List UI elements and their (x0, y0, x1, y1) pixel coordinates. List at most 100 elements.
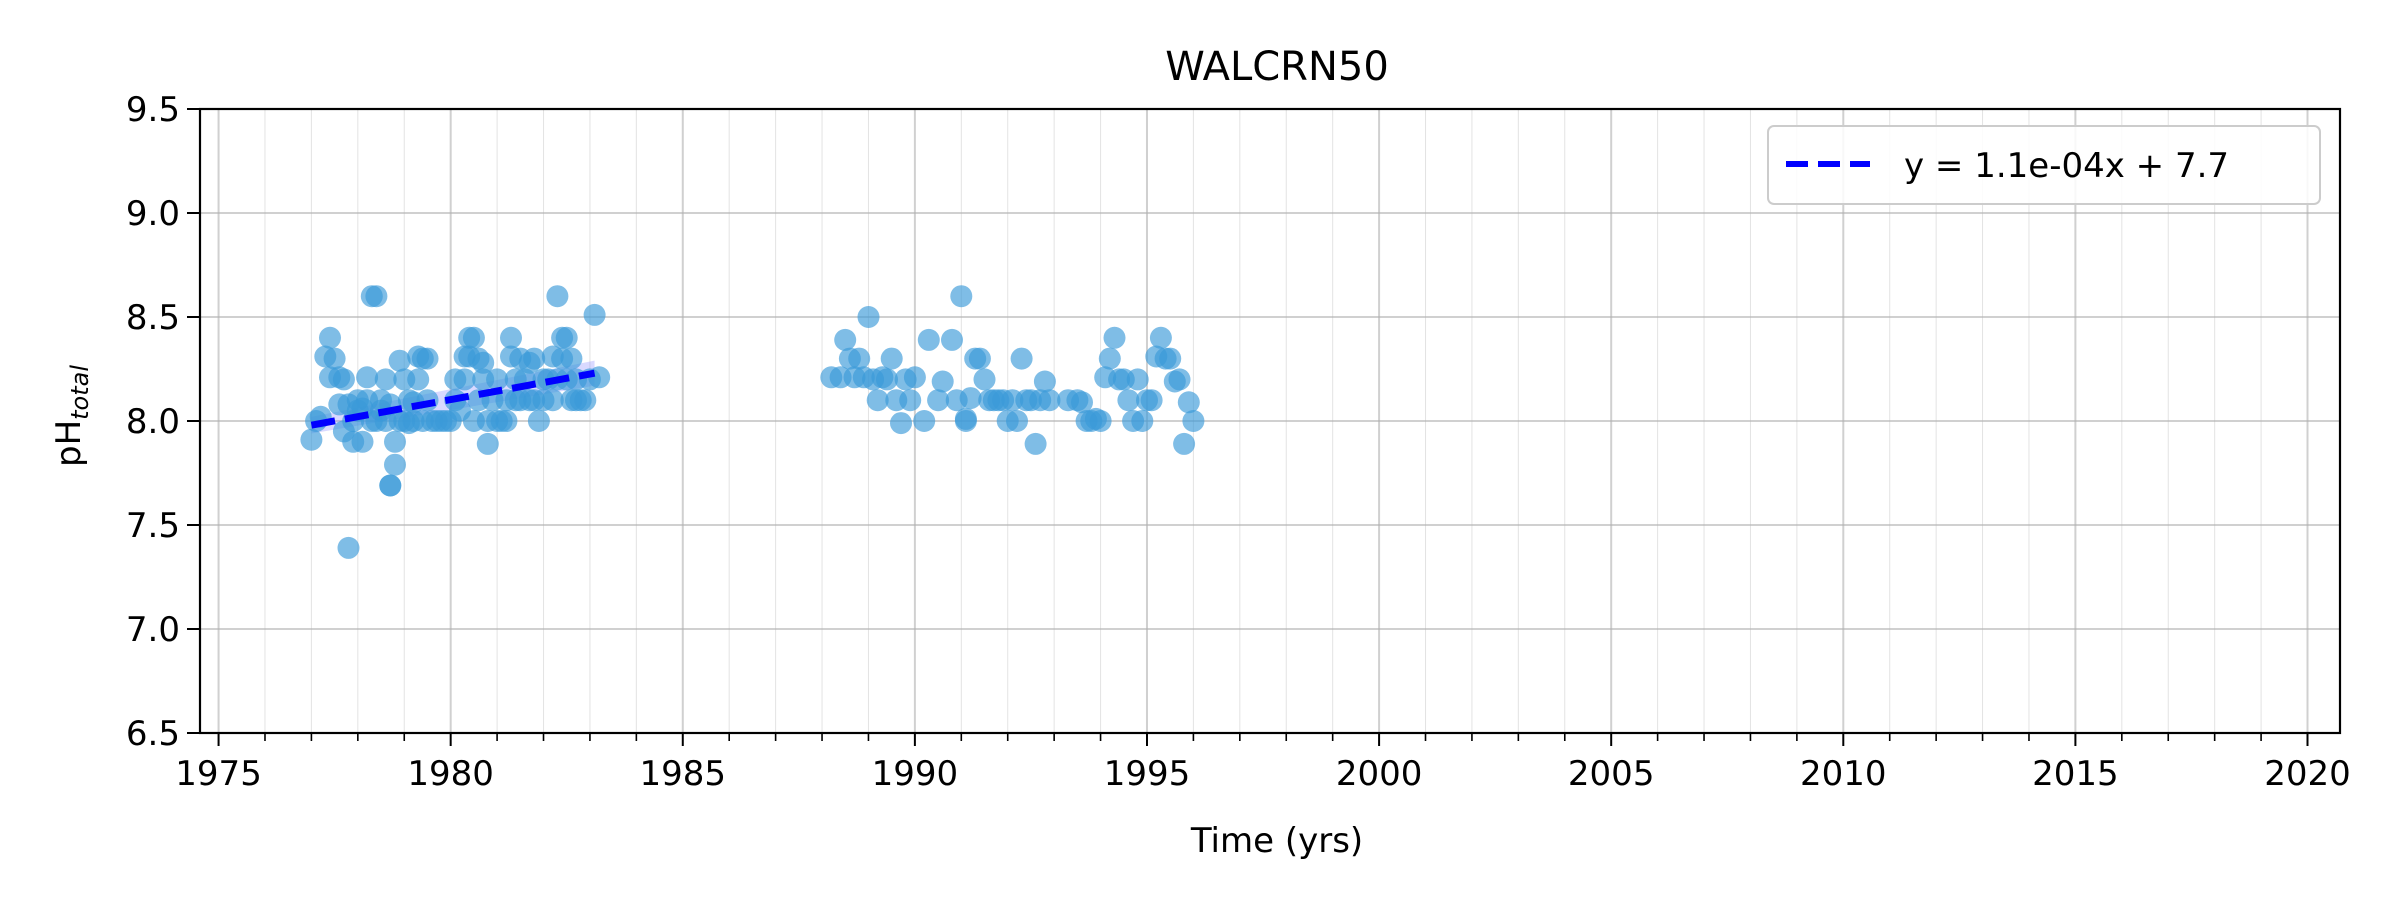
data-point (546, 285, 569, 308)
y-tick-label: 9.0 (126, 194, 180, 234)
data-point (319, 326, 341, 349)
x-tick-label: 1995 (1104, 754, 1191, 794)
y-tick-label: 8.5 (126, 298, 180, 338)
data-point (332, 368, 355, 391)
data-point (1024, 432, 1047, 455)
data-point (472, 351, 495, 374)
y-tick-label: 6.5 (126, 714, 180, 754)
x-tick-label: 1990 (872, 754, 959, 794)
data-point (388, 349, 411, 372)
x-axis-ticks: 1975 1980 1985 1990 1995 2000 2005 2010 2015 2020 (175, 733, 2351, 794)
data-point (453, 368, 476, 391)
y-tick-label: 8.0 (126, 402, 180, 442)
data-point (927, 389, 950, 412)
x-tick-label: 2010 (1800, 754, 1887, 794)
data-point (476, 432, 499, 455)
trend-line (310, 369, 596, 429)
data-point (1140, 389, 1163, 412)
data-point (300, 428, 323, 451)
data-point (384, 453, 406, 476)
data-point (486, 368, 509, 391)
data-point (866, 389, 889, 412)
x-tick-label: 1985 (640, 754, 727, 794)
data-point (857, 306, 880, 328)
y-tick-label: 9.5 (126, 90, 180, 130)
data-point (555, 326, 578, 349)
data-point (1071, 391, 1093, 414)
legend-box (1767, 125, 2321, 205)
data-point (1131, 410, 1154, 432)
data-point (379, 474, 402, 497)
data-point (560, 347, 583, 370)
y-axis-label-main: pH (49, 420, 89, 467)
data-point (973, 368, 996, 391)
data-point (351, 430, 374, 453)
data-point (1126, 368, 1149, 391)
x-tick-label: 2015 (2032, 754, 2119, 794)
data-point (1103, 326, 1126, 349)
data-point (416, 347, 439, 370)
data-point (1010, 347, 1033, 370)
data-point (959, 387, 982, 410)
chart-title: WALCRN50 (1165, 44, 1389, 90)
x-tick-label: 1975 (175, 754, 262, 794)
y-axis-label: pHtotal (49, 365, 94, 467)
data-point (583, 303, 606, 326)
data-point (876, 368, 898, 391)
data-point (1117, 389, 1140, 412)
legend: y = 1.1e-04x + 7.7 (1767, 125, 2321, 205)
y-axis-label-subscript: total (66, 365, 94, 420)
x-tick-label: 2000 (1336, 754, 1423, 794)
data-point (374, 368, 397, 391)
data-point (931, 370, 954, 393)
x-tick-label: 2020 (2264, 754, 2351, 794)
data-point (588, 366, 611, 389)
data-point (1173, 432, 1196, 455)
x-tick-label: 1980 (407, 754, 494, 794)
data-point (500, 326, 522, 349)
data-point (356, 366, 379, 389)
data-point (337, 536, 360, 559)
legend-trend-label: y = 1.1e-04x + 7.7 (1904, 146, 2229, 186)
x-tick-label: 2005 (1568, 754, 1655, 794)
x-axis-label: Time (yrs) (1190, 821, 1363, 861)
data-point (541, 389, 564, 412)
data-point (527, 410, 550, 432)
data-point (1168, 368, 1191, 391)
data-point (384, 430, 406, 453)
data-point (323, 347, 346, 370)
data-point (1159, 347, 1182, 370)
data-point (899, 389, 922, 412)
data-point (954, 407, 977, 430)
data-point (913, 410, 936, 432)
data-point (917, 328, 940, 351)
trendline-layer (310, 369, 596, 429)
data-point (941, 328, 963, 351)
data-point (1149, 326, 1172, 349)
data-point (1098, 347, 1121, 370)
data-point (495, 410, 518, 432)
data-point (365, 285, 388, 308)
data-point (523, 347, 546, 370)
data-point (1006, 410, 1028, 432)
data-point (880, 347, 903, 370)
data-point (903, 366, 926, 389)
data-point (968, 347, 991, 370)
data-point (574, 389, 597, 412)
data-point (1089, 410, 1112, 432)
data-point (1177, 391, 1200, 414)
data-point (834, 328, 857, 351)
data-point (848, 347, 871, 370)
data-point (1033, 370, 1056, 393)
data-point (462, 326, 485, 349)
data-point (1038, 389, 1061, 412)
data-point (950, 285, 973, 308)
y-tick-label: 7.5 (126, 506, 180, 546)
data-point (1182, 410, 1205, 432)
data-point (407, 368, 430, 391)
y-tick-label: 7.0 (126, 610, 180, 650)
data-point (890, 412, 912, 435)
scatter-points-layer (300, 285, 1205, 559)
y-axis-ticks: 6.5 7.0 7.5 8.0 8.5 9.0 9.5 (126, 90, 200, 754)
